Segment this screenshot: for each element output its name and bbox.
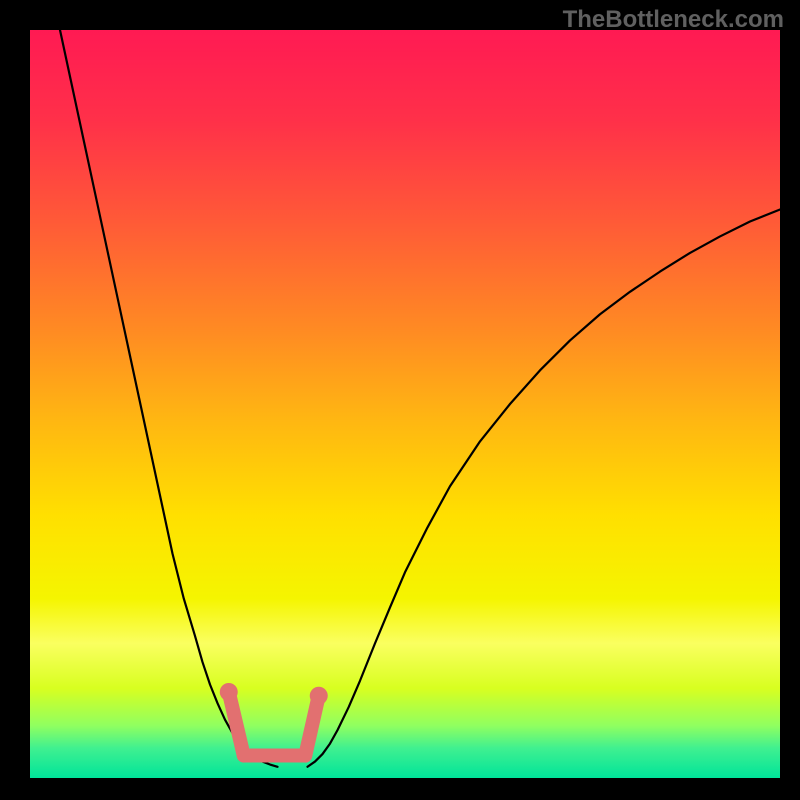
watermark-text: TheBottleneck.com [563,6,784,34]
marker-cap [310,687,328,705]
plot-area [30,30,780,778]
marker-segment [229,692,244,756]
marker-segment [305,696,319,756]
marker-cap [220,683,238,701]
plot-svg [30,30,780,778]
series-right-curve [308,210,781,767]
marker-group [220,683,328,756]
series-left-curve [60,30,278,767]
